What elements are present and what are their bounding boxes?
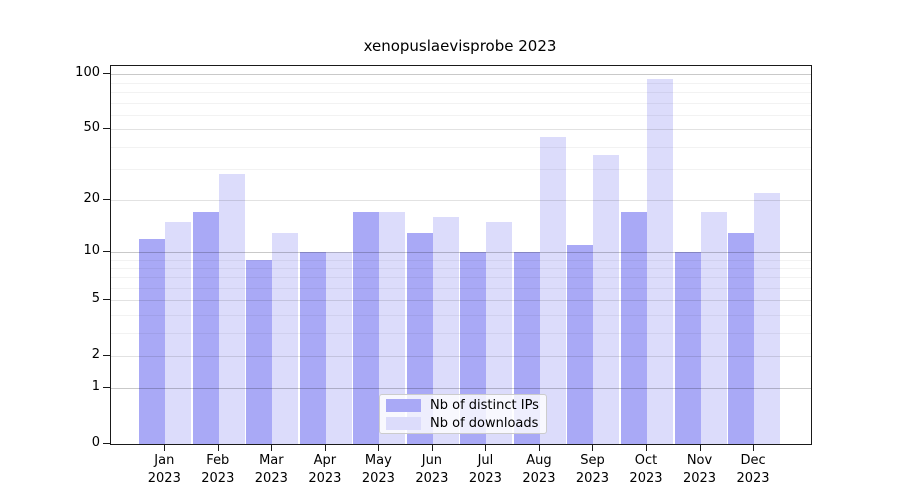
y-tick-mark-100 [103,73,110,75]
legend-row-downloads: Nb of downloads [386,416,540,431]
bar-downloads-dec [754,192,781,444]
x-tick-label-jan: Jan 2023 [147,453,181,486]
y-tick-label-20: 20 [83,191,100,207]
x-tick-label-jul: Jul 2023 [468,453,502,486]
x-tick-label-aug: Aug 2023 [522,453,556,486]
y-tick-mark-1 [103,387,110,389]
x-tick-label-apr: Apr 2023 [308,453,342,486]
gridline-minor-60 [111,114,811,116]
x-tick-mark-aug [538,444,540,451]
bar-downloads-apr [325,251,352,444]
x-tick-mark-sep [592,444,594,451]
bar-downloads-mar [272,232,299,444]
x-tick-mark-dec [753,444,755,451]
x-tick-label-jun: Jun 2023 [415,453,449,486]
y-tick-label-10: 10 [83,242,100,258]
gridline-100 [111,74,811,76]
gridline-minor-90 [111,82,811,84]
legend-label-downloads: Nb of downloads [430,415,539,431]
bar-distinct-ips-apr [299,251,326,444]
y-tick-mark-5 [103,299,110,301]
x-tick-label-may: May 2023 [361,453,395,486]
x-tick-mark-apr [324,444,326,451]
y-tick-mark-10 [103,250,110,252]
gridline-minor-80 [111,91,811,93]
bar-downloads-nov [700,212,727,444]
bar-downloads-aug [539,137,566,444]
bar-distinct-ips-nov [674,251,701,444]
x-tick-label-mar: Mar 2023 [254,453,288,486]
x-tick-mark-may [378,444,380,451]
y-tick-label-50: 50 [83,120,100,136]
y-tick-label-100: 100 [75,65,100,81]
y-tick-mark-0 [103,443,110,444]
legend-label-distinct-ips: Nb of distinct IPs [430,397,539,413]
y-tick-label-5: 5 [91,291,100,307]
gridline-minor-70 [111,102,811,104]
bar-distinct-ips-oct [620,212,647,444]
bar-distinct-ips-may [353,212,380,444]
y-tick-mark-2 [103,354,110,356]
legend: Nb of distinct IPs Nb of downloads [379,394,547,434]
bar-distinct-ips-jan [139,238,166,444]
gridline-minor-30 [111,168,811,170]
x-tick-label-dec: Dec 2023 [736,453,770,486]
x-tick-mark-nov [699,444,701,451]
y-tick-label-0: 0 [91,435,100,450]
bar-downloads-oct [646,79,673,444]
gridline-20 [111,200,811,202]
x-tick-label-oct: Oct 2023 [629,453,663,486]
x-tick-label-feb: Feb 2023 [201,453,235,486]
bar-downloads-feb [218,174,245,444]
bar-distinct-ips-dec [728,232,755,444]
chart-title: xenopuslaevisprobe 2023 [363,37,557,55]
x-tick-mark-feb [217,444,219,451]
gridline-50 [111,129,811,131]
plot-area: Nb of distinct IPs Nb of downloads [110,65,812,445]
x-tick-mark-oct [645,444,647,451]
x-tick-mark-jul [485,444,487,451]
bar-downloads-jan [165,221,192,444]
x-tick-label-sep: Sep 2023 [575,453,609,486]
legend-swatch-downloads-icon [386,416,421,430]
legend-swatch-distinct-ips-icon [386,398,421,412]
gridline-minor-40 [111,146,811,148]
y-tick-label-1: 1 [91,379,100,395]
y-tick-mark-50 [103,128,110,130]
bar-distinct-ips-sep [567,244,594,444]
bar-downloads-sep [593,154,620,444]
x-tick-mark-jan [164,444,166,451]
bar-distinct-ips-mar [246,259,273,444]
x-tick-mark-mar [271,444,273,451]
bar-distinct-ips-feb [192,212,219,444]
y-tick-mark-20 [103,199,110,201]
x-tick-mark-jun [431,444,433,451]
legend-row-distinct-ips: Nb of distinct IPs [386,398,540,413]
y-tick-label-2: 2 [91,346,100,362]
x-tick-label-nov: Nov 2023 [682,453,717,486]
